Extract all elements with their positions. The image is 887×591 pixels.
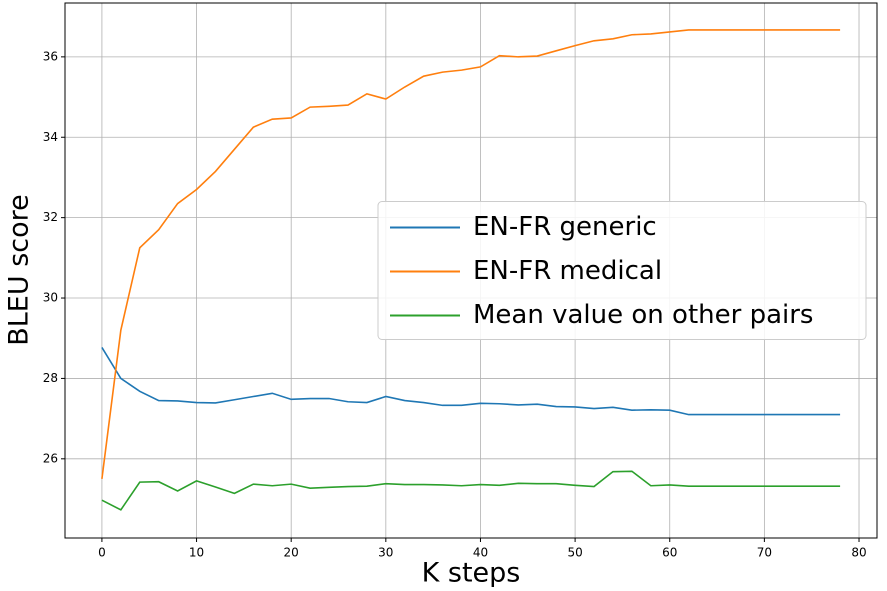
y-tick-label: 32	[43, 210, 58, 224]
y-tick-label: 26	[43, 451, 58, 465]
legend-frame	[377, 201, 867, 340]
y-tick-label: 36	[43, 49, 58, 63]
x-tick-label: 30	[378, 546, 393, 560]
series-line	[101, 347, 841, 416]
series-line	[101, 29, 841, 480]
x-tick-label: 40	[473, 546, 488, 560]
x-tick-label: 70	[757, 546, 772, 560]
x-tick-label: 50	[567, 546, 582, 560]
x-tick-label: 60	[662, 546, 677, 560]
x-tick-label: 80	[851, 546, 866, 560]
legend-label: EN-FR medical	[473, 256, 662, 286]
y-tick-label: 28	[43, 371, 58, 385]
x-tick-label: 10	[189, 546, 204, 560]
x-axis-label: K steps	[422, 558, 521, 589]
legend-label: Mean value on other pairs	[473, 300, 813, 330]
y-tick-label: 30	[43, 291, 58, 305]
x-tick-label: 20	[284, 546, 299, 560]
y-axis-label: BLEU score	[4, 194, 35, 346]
legend-label: EN-FR generic	[473, 212, 657, 242]
series-line	[101, 470, 841, 511]
plot-frame	[64, 2, 878, 539]
y-tick-label: 34	[43, 130, 58, 144]
x-tick-label: 0	[98, 546, 106, 560]
